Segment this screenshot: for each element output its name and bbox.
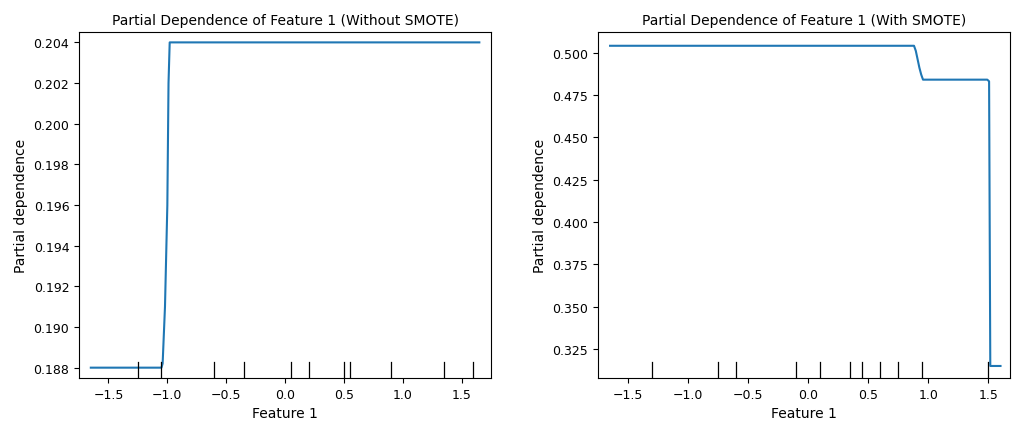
X-axis label: Feature 1: Feature 1: [771, 406, 837, 420]
Y-axis label: Partial dependence: Partial dependence: [14, 138, 28, 273]
Title: Partial Dependence of Feature 1 (Without SMOTE): Partial Dependence of Feature 1 (Without…: [112, 14, 459, 28]
Y-axis label: Partial dependence: Partial dependence: [532, 138, 547, 273]
X-axis label: Feature 1: Feature 1: [252, 406, 318, 420]
Title: Partial Dependence of Feature 1 (With SMOTE): Partial Dependence of Feature 1 (With SM…: [642, 14, 967, 28]
